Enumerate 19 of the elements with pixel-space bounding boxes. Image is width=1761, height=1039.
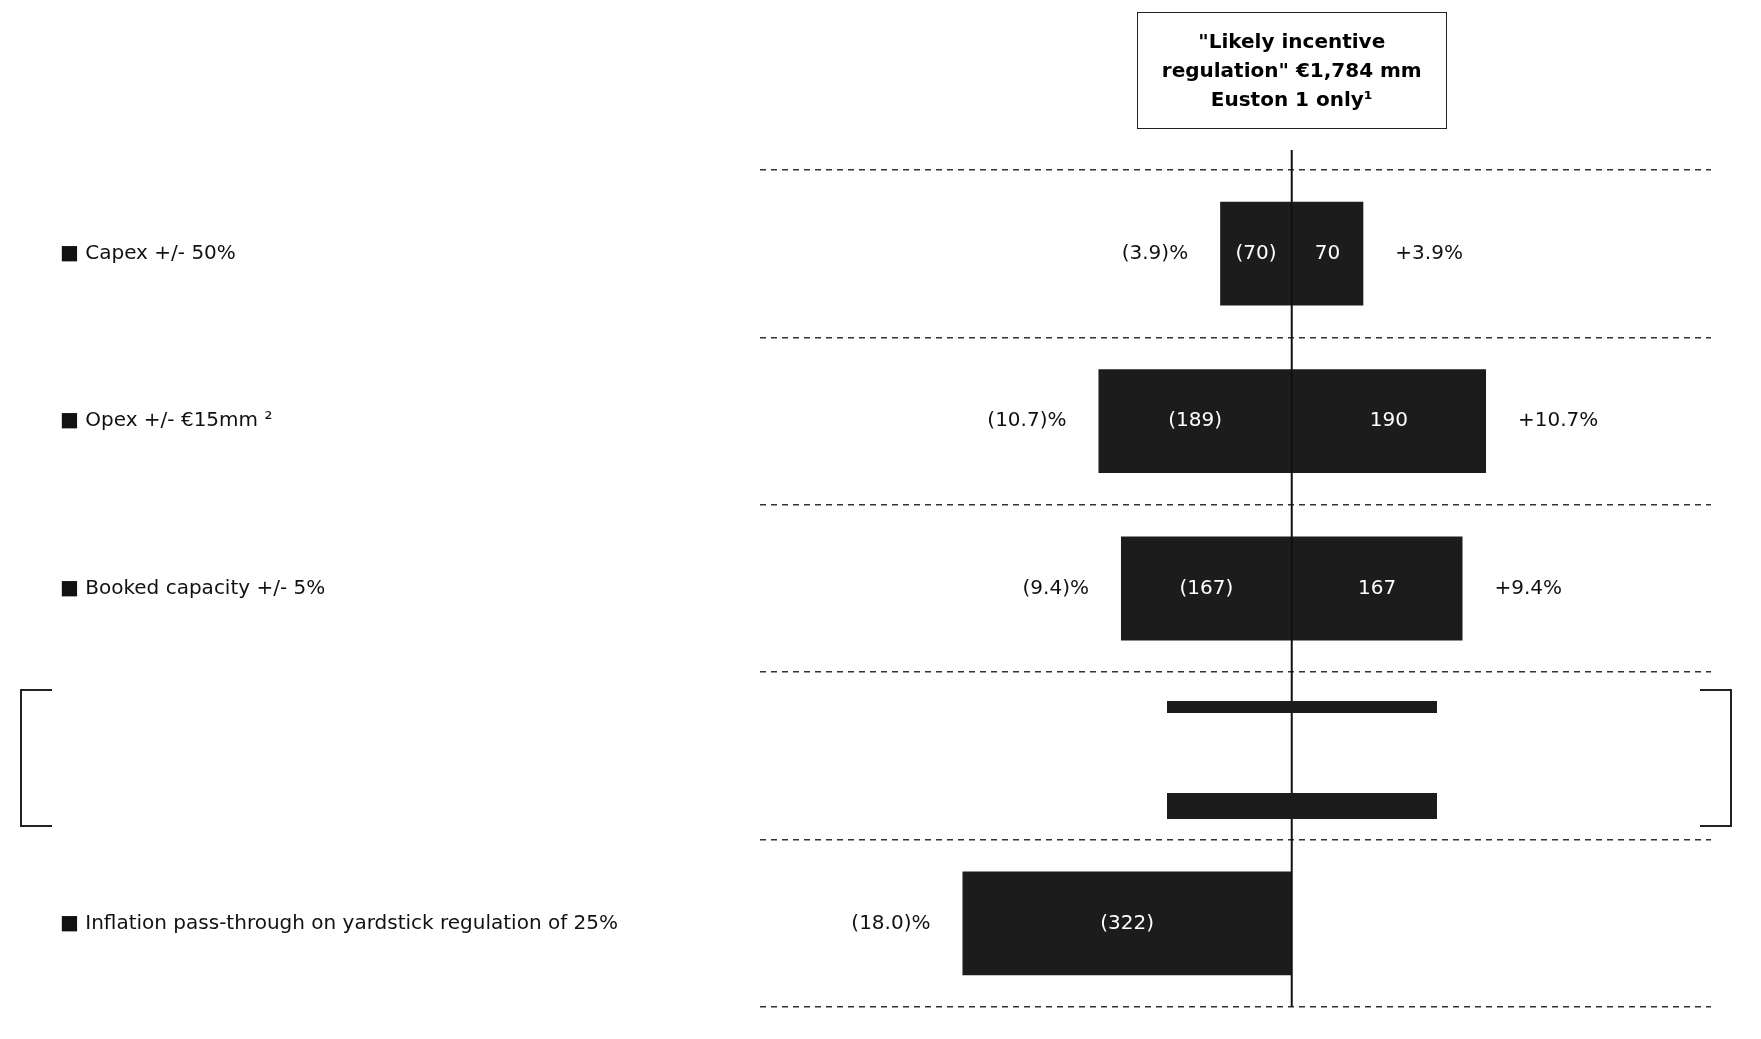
data-label: (70): [1235, 239, 1277, 264]
ref-line-label: "Likely incentive regulation" €1,784 mm Euston 1 only¹: [1136, 12, 1447, 129]
y-tick-label: ■ Inflation pass-through on yardstick regulation of 25%: [60, 909, 619, 934]
annotation: (18.0)%: [851, 909, 931, 934]
y-tick-label: ■ Capex +/- 50%: [60, 239, 236, 264]
data-label: 190: [1369, 407, 1408, 432]
data-label: 167: [1358, 574, 1397, 599]
annotation: (10.7)%: [987, 407, 1067, 432]
data-label: (189): [1168, 407, 1222, 432]
annotation: +10.7%: [1518, 407, 1599, 432]
data-label: (322): [1100, 909, 1154, 934]
y-tick-label: ■ Booked capacity +/- 5%: [60, 574, 326, 599]
annotation: (9.4)%: [1022, 574, 1089, 599]
annotation: (3.9)%: [1121, 239, 1189, 264]
data-label: (167): [1179, 574, 1234, 599]
y-tick-label: ■ Opex +/- €15mm ²: [60, 407, 273, 432]
data-label: 70: [1314, 239, 1341, 264]
annotation: +3.9%: [1395, 239, 1463, 264]
annotation: +9.4%: [1494, 574, 1563, 599]
